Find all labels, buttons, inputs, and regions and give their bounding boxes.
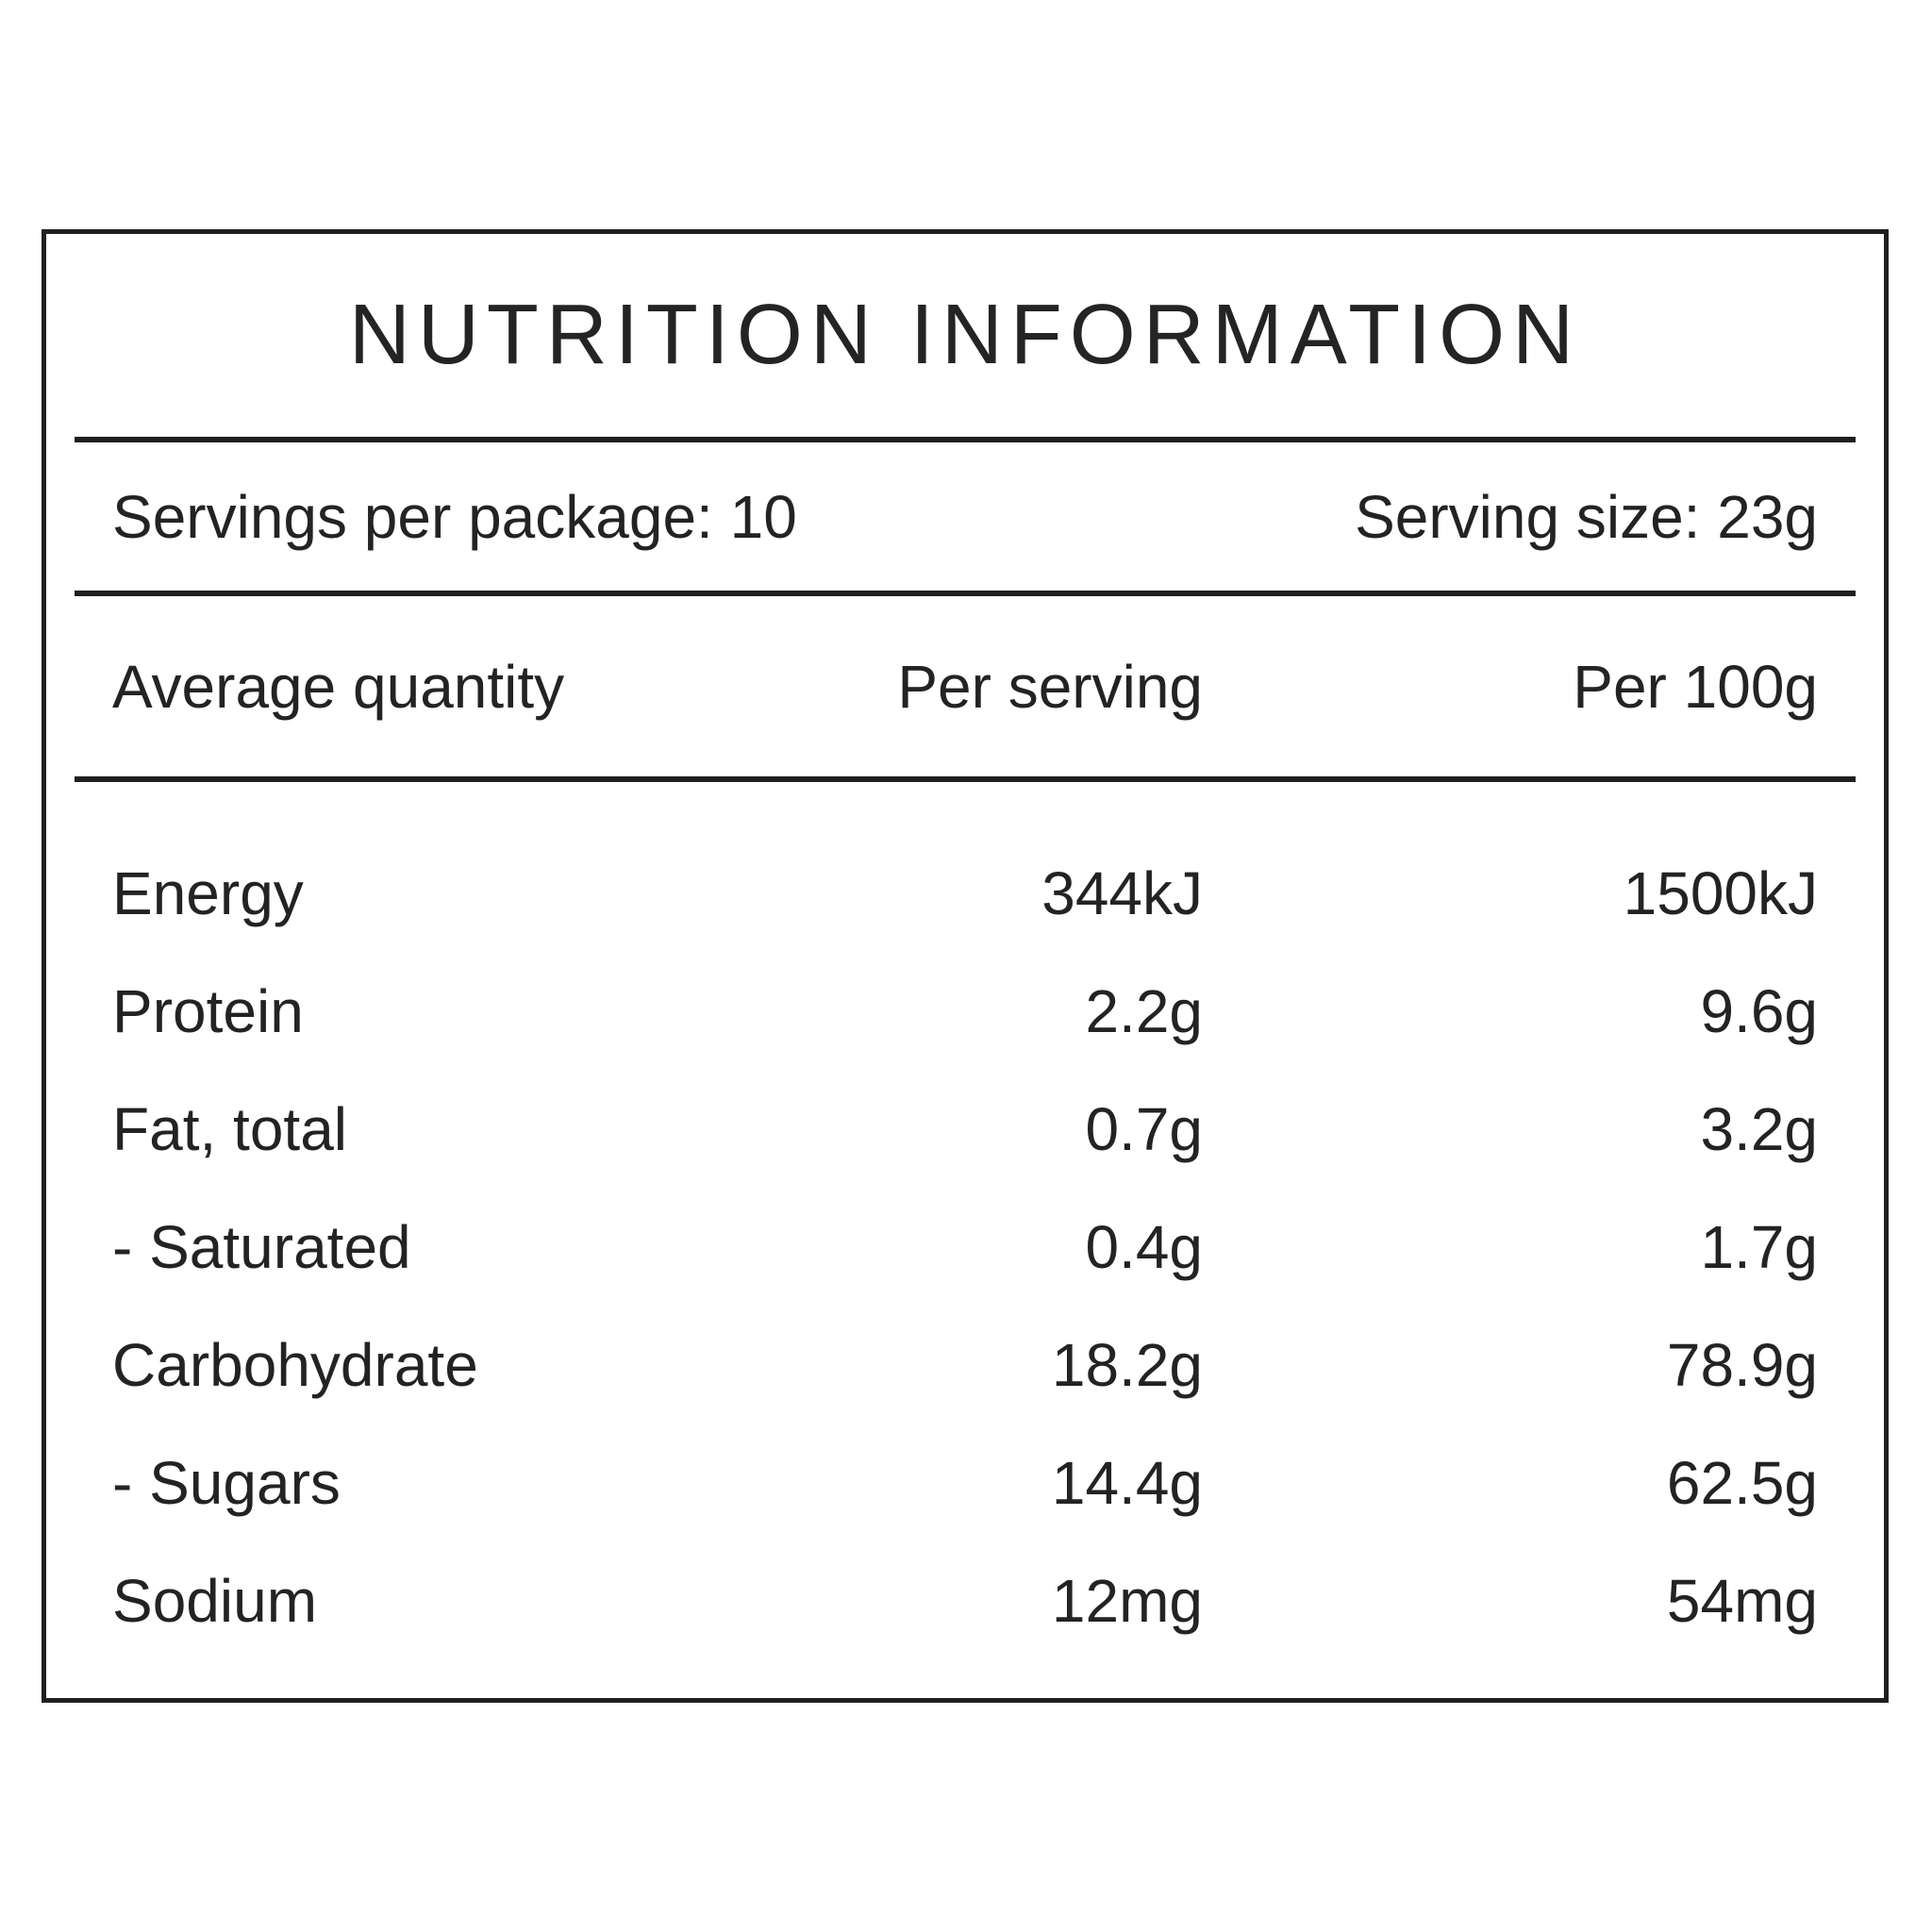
value-per-100g: 3.2g [1700, 1094, 1818, 1163]
nutrient-label: Sodium [112, 1566, 317, 1635]
panel-title: NUTRITION INFORMATION [348, 288, 1582, 382]
column-header-row: Average quantity Per serving Per 100g [46, 596, 1884, 776]
nutrient-row: Fat, total 0.7g 3.2g [46, 1070, 1884, 1188]
value-per-serving: 0.4g [1085, 1212, 1203, 1281]
value-per-serving: 344kJ [1041, 858, 1203, 927]
panel-title-area: NUTRITION INFORMATION [46, 234, 1884, 437]
nutrient-row: Protein 2.2g 9.6g [46, 952, 1884, 1070]
value-per-100g: 1500kJ [1623, 858, 1818, 927]
nutrition-panel: NUTRITION INFORMATION Servings per packa… [42, 229, 1889, 1703]
value-per-100g: 62.5g [1666, 1448, 1818, 1517]
nutrient-label: Energy [112, 858, 304, 927]
value-per-serving: 14.4g [1051, 1448, 1203, 1517]
value-per-100g: 54mg [1666, 1566, 1818, 1635]
value-per-serving: 0.7g [1085, 1094, 1203, 1163]
value-per-100g: 9.6g [1700, 976, 1818, 1045]
column-header-per-serving: Per serving [897, 652, 1203, 721]
servings-per-package: Servings per package: 10 [112, 482, 797, 551]
column-header-per-100g: Per 100g [1573, 652, 1818, 721]
nutrient-label: Carbohydrate [112, 1330, 478, 1399]
divider-rule-bottom [75, 776, 1856, 782]
nutrient-row: Sodium 12mg 54mg [46, 1541, 1884, 1659]
nutrient-table: Energy 344kJ 1500kJ Protein 2.2g 9.6g Fa… [46, 782, 1884, 1698]
value-per-serving: 2.2g [1085, 976, 1203, 1045]
column-header-average-quantity: Average quantity [112, 652, 565, 721]
nutrient-label: Protein [112, 976, 304, 1045]
divider-rule-middle [75, 591, 1856, 596]
nutrient-label: Fat, total [112, 1094, 347, 1163]
nutrient-row: - Sugars 14.4g 62.5g [46, 1424, 1884, 1541]
servings-row: Servings per package: 10 Serving size: 2… [46, 442, 1884, 591]
value-per-100g: 1.7g [1700, 1212, 1818, 1281]
value-per-serving: 12mg [1051, 1566, 1203, 1635]
nutrient-label: - Saturated [112, 1212, 411, 1281]
nutrient-label: - Sugars [112, 1448, 341, 1517]
nutrient-row: - Saturated 0.4g 1.7g [46, 1188, 1884, 1306]
nutrient-row: Carbohydrate 18.2g 78.9g [46, 1306, 1884, 1424]
value-per-100g: 78.9g [1666, 1330, 1818, 1399]
serving-size: Serving size: 23g [1355, 482, 1818, 551]
nutrient-row: Energy 344kJ 1500kJ [46, 834, 1884, 952]
divider-rule-top [75, 437, 1856, 442]
value-per-serving: 18.2g [1051, 1330, 1203, 1399]
